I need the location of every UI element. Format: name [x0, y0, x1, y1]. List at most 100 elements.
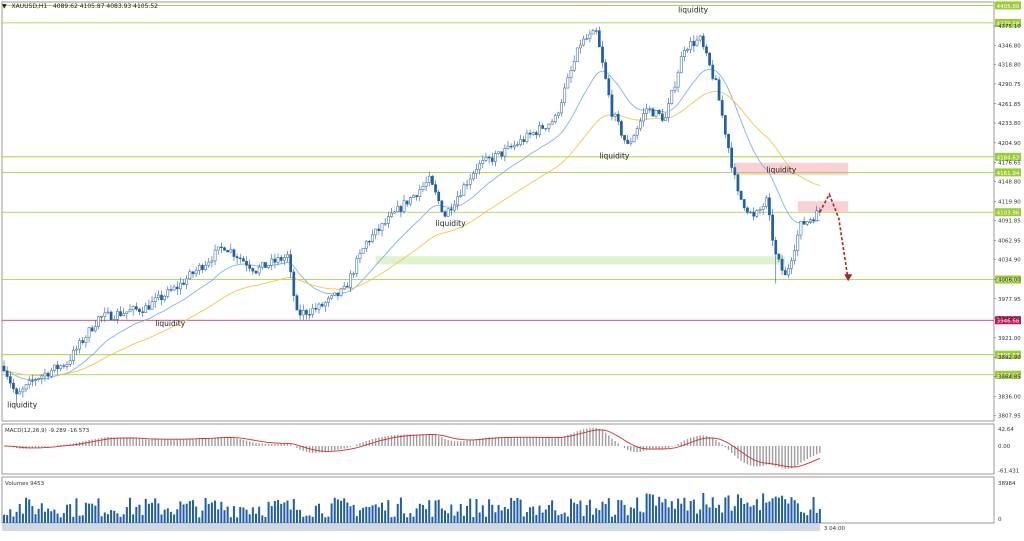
volume-bar — [733, 506, 736, 523]
candle — [670, 89, 674, 105]
volume-bar — [185, 503, 188, 523]
volume-bar — [236, 517, 239, 523]
volume-bar — [806, 515, 809, 523]
volume-bar — [384, 510, 387, 523]
candle — [525, 129, 529, 144]
volume-bar — [491, 504, 494, 523]
volume-bar — [469, 498, 472, 523]
candle — [15, 387, 18, 406]
dropdown-triangle-icon[interactable]: ▼ — [2, 3, 7, 10]
level-tag-6 — [995, 316, 1021, 325]
candle — [635, 125, 639, 140]
volume-bar — [267, 501, 270, 523]
volume-bar — [639, 511, 642, 523]
candle — [242, 256, 245, 262]
candle — [175, 280, 179, 296]
candle — [645, 103, 648, 120]
candle — [695, 35, 699, 47]
volume-bar — [592, 514, 595, 523]
candle — [78, 338, 81, 354]
volume-bar — [179, 501, 182, 523]
candle — [34, 377, 37, 386]
volume-bar — [207, 503, 210, 523]
candle — [572, 55, 576, 73]
volume-bar — [673, 508, 676, 523]
volume-bar — [69, 504, 72, 523]
volume-bar — [415, 508, 418, 523]
volume-bar — [387, 500, 390, 523]
candle — [623, 135, 626, 144]
volume-bar — [349, 506, 352, 523]
volume-bar — [462, 515, 465, 523]
annotation-liquidity-3: liquidity — [599, 152, 630, 161]
candle — [557, 111, 560, 119]
volume-bar — [727, 495, 730, 523]
price-tick-label: 4375.10 — [998, 24, 1021, 30]
candle — [207, 258, 211, 268]
candle — [683, 46, 686, 62]
volume-bar — [755, 499, 758, 523]
volume-bar — [815, 512, 818, 523]
volume-bar — [270, 506, 273, 523]
candle — [81, 336, 85, 345]
level-label-6: 3946.68 — [997, 319, 1020, 325]
candle — [257, 263, 261, 277]
candle — [538, 121, 541, 138]
candle — [673, 81, 677, 94]
volume-bar — [633, 508, 635, 523]
volume-bar — [507, 508, 509, 523]
candle — [138, 307, 141, 316]
volume-bar — [620, 500, 623, 523]
candle — [522, 135, 526, 146]
candle — [260, 261, 264, 270]
volume-bar — [541, 512, 544, 523]
candle — [396, 200, 400, 213]
candle — [462, 182, 466, 196]
candle — [484, 152, 488, 163]
candle — [487, 155, 491, 164]
volume-bar — [374, 504, 377, 523]
price-axis-layer: 4375.10 4346.80 4318.80 4290.75 4261.85 4233.… — [994, 24, 1021, 420]
candle — [279, 254, 283, 264]
volume-bar — [245, 509, 248, 523]
candle — [563, 83, 567, 106]
candle — [689, 37, 693, 54]
volume-bar — [655, 505, 658, 523]
volume-bar — [97, 498, 100, 523]
volume-bar — [308, 515, 311, 523]
volume-bar — [286, 500, 289, 523]
candle — [8, 371, 12, 388]
candle — [431, 175, 434, 185]
candle — [459, 189, 463, 198]
volume-bar — [752, 505, 755, 523]
volume-bar — [91, 503, 94, 523]
candle — [163, 294, 167, 303]
candle — [446, 208, 450, 217]
candle — [87, 327, 91, 343]
volume-bar — [343, 498, 346, 523]
candle — [103, 307, 107, 322]
candle — [475, 163, 478, 179]
volume-bar — [547, 505, 550, 523]
candle — [544, 127, 548, 132]
candle — [661, 109, 664, 123]
candle — [229, 243, 233, 254]
volume-bar — [557, 515, 560, 523]
candle — [651, 106, 655, 117]
volume-bar — [601, 501, 604, 523]
candle — [724, 115, 727, 139]
candle — [286, 250, 289, 263]
candle — [733, 163, 737, 180]
annotation-liquidity-4: liquidity — [678, 5, 709, 14]
volume-bar — [431, 516, 434, 523]
candle — [374, 228, 378, 240]
candle — [739, 190, 743, 201]
volume-bar — [409, 513, 412, 523]
level-tag-3 — [995, 168, 1021, 177]
volume-bar — [242, 507, 245, 523]
volume-bar — [176, 509, 179, 523]
volume-bar — [277, 500, 280, 523]
candle — [339, 287, 343, 298]
